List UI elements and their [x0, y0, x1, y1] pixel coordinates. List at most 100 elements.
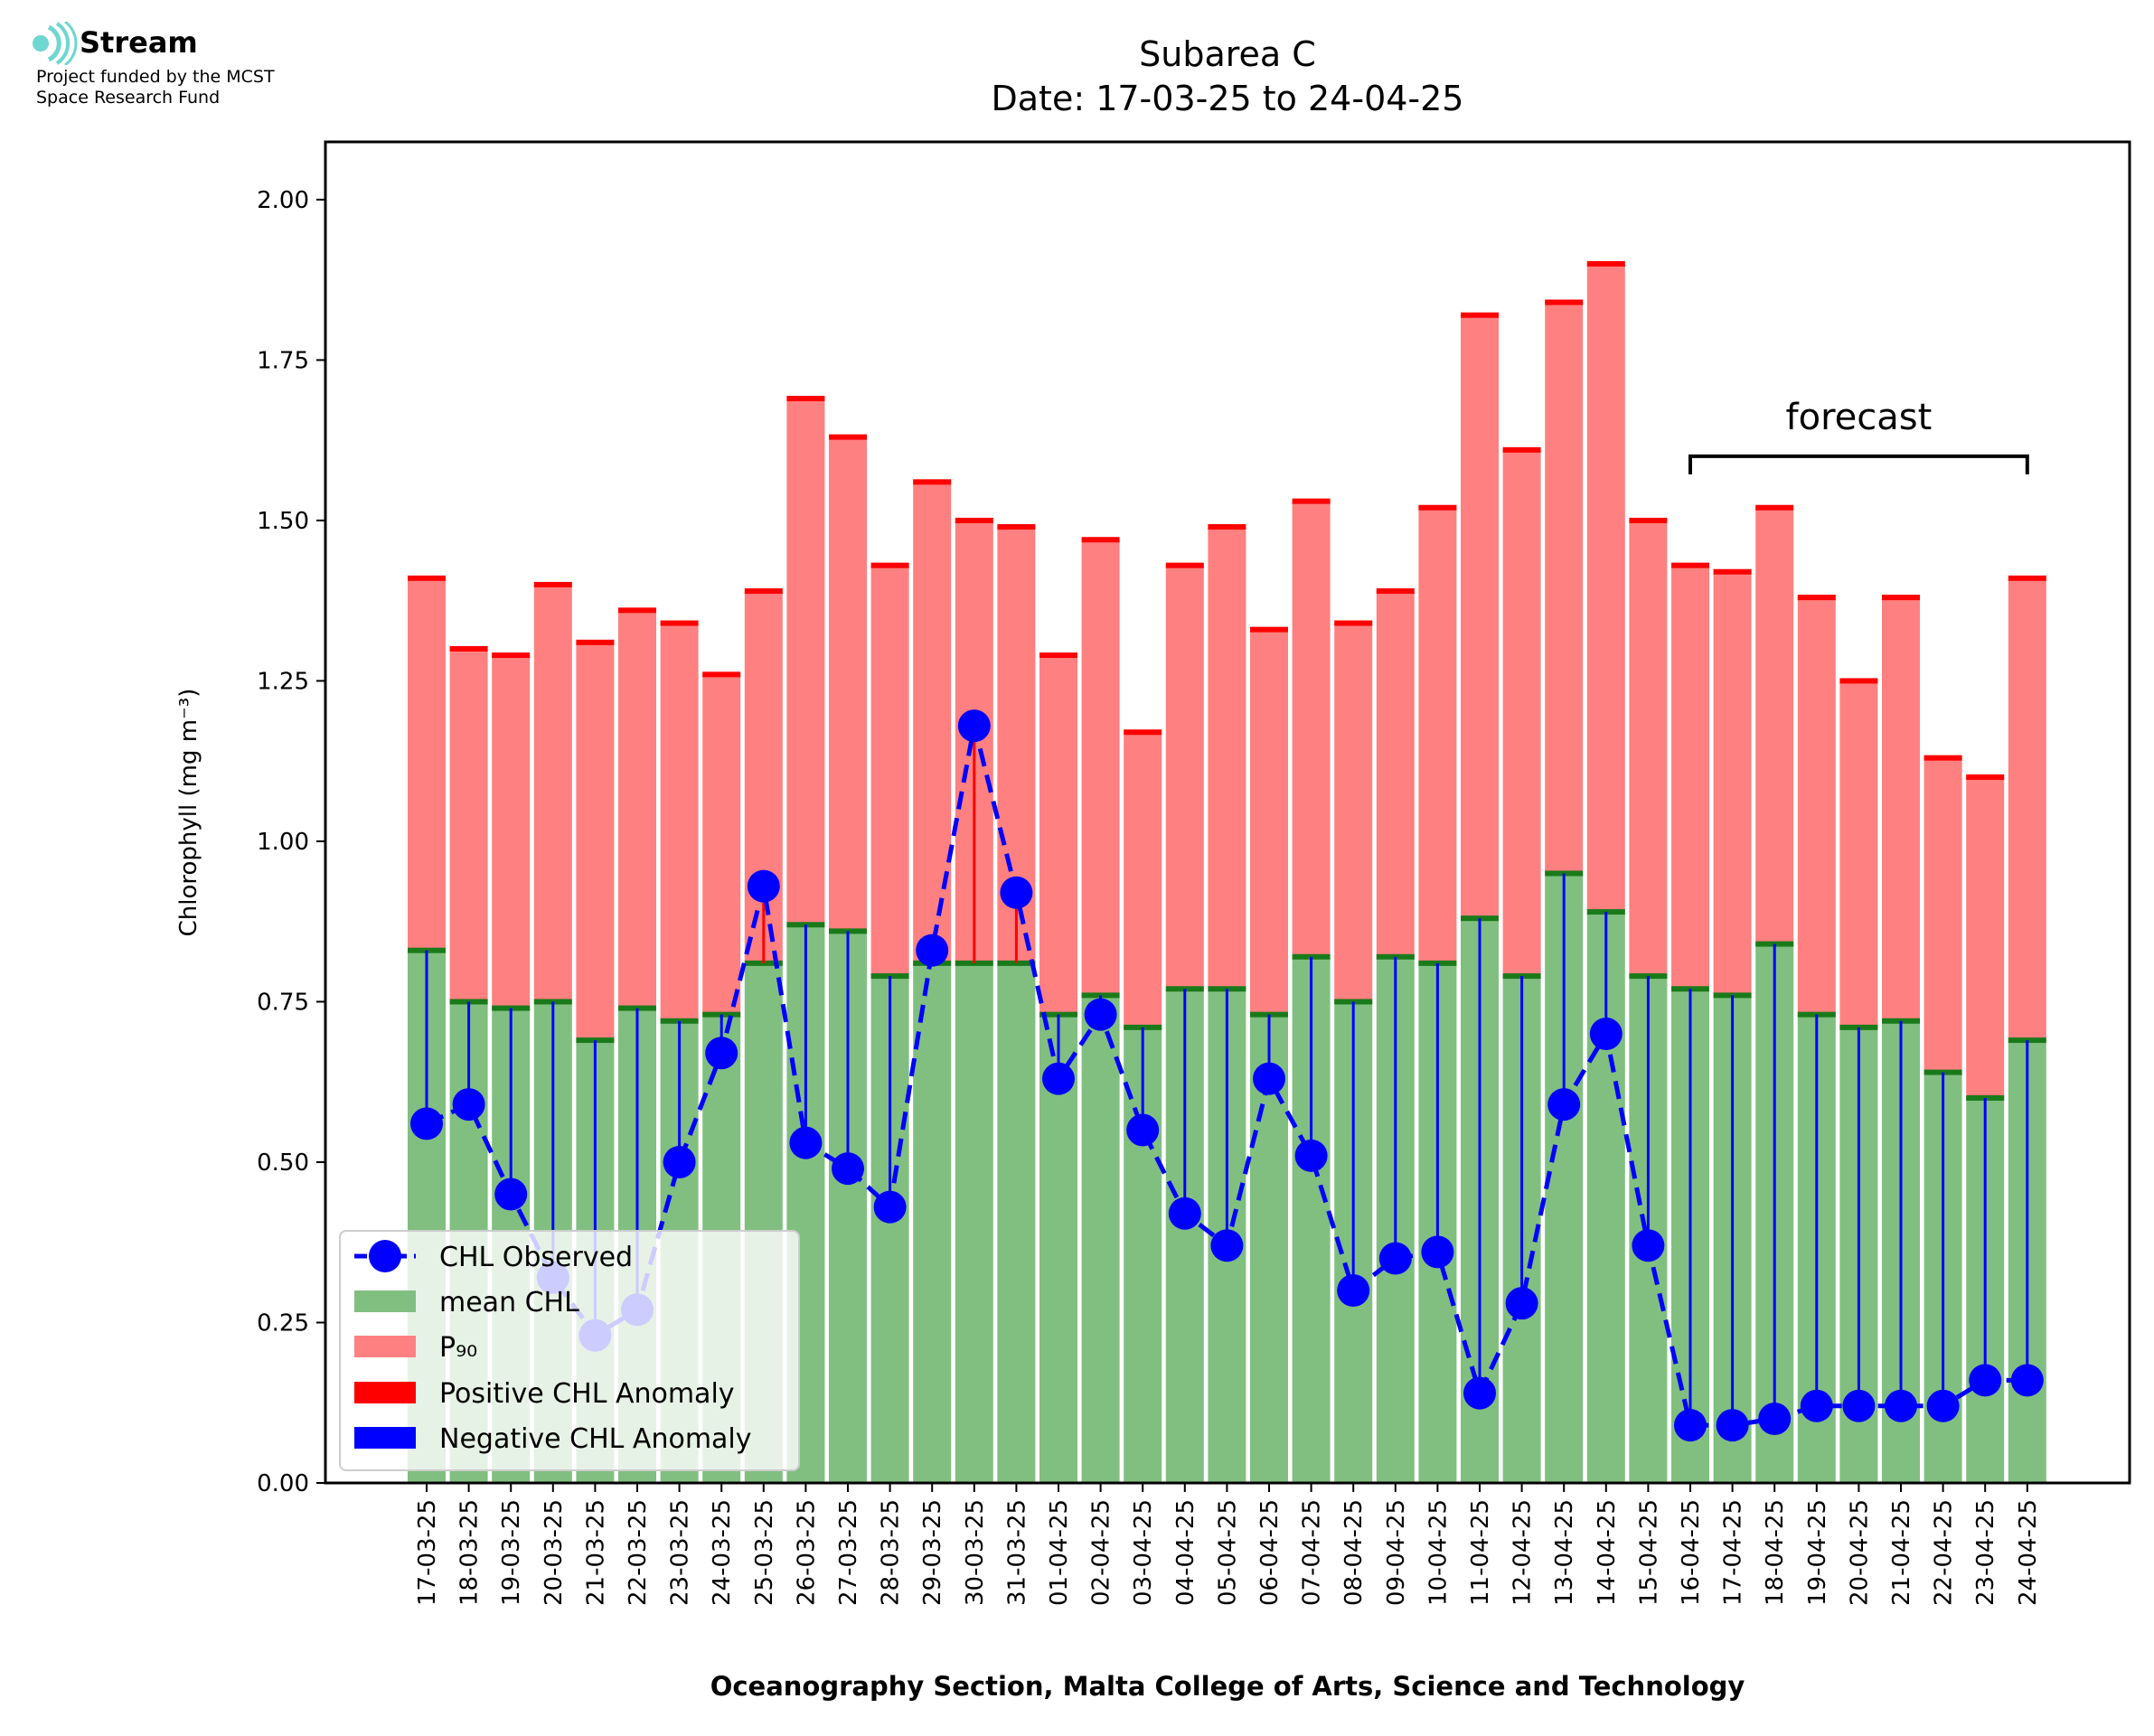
forecast-bracket	[1688, 454, 2029, 474]
y-tick-label: 1.25	[257, 668, 309, 695]
p90-cap	[1250, 626, 1288, 633]
legend-label: P₉₀	[439, 1332, 477, 1364]
x-tick-label: 13-04-25	[1551, 1499, 1578, 1606]
x-tick-label: 20-03-25	[541, 1499, 568, 1606]
x-tick-label: 23-04-25	[1972, 1499, 1999, 1606]
p90-cap	[660, 620, 699, 626]
observed-point	[1716, 1409, 1749, 1442]
p90-cap	[702, 671, 741, 678]
p90-cap	[618, 607, 656, 614]
p90-cap	[1165, 562, 1204, 568]
observed-point	[2010, 1364, 2044, 1397]
p90-bar	[576, 642, 615, 1041]
p90-cap	[1461, 312, 1499, 318]
observed-point	[1505, 1287, 1538, 1320]
observed-point	[1926, 1389, 1960, 1422]
x-tick-label: 11-04-25	[1467, 1499, 1494, 1606]
p90-cap	[913, 479, 952, 485]
x-tick-label: 17-03-25	[414, 1499, 441, 1606]
x-tick-label: 03-04-25	[1130, 1499, 1157, 1606]
observed-point	[1337, 1273, 1370, 1307]
y-tick-label: 0.25	[257, 1309, 309, 1337]
x-tick-label: 08-04-25	[1340, 1499, 1368, 1606]
legend-p90-swatch	[354, 1336, 416, 1357]
x-axis-label: Oceanography Section, Malta College of A…	[710, 1671, 1745, 1702]
x-tick-label: 04-04-25	[1172, 1499, 1199, 1606]
observed-point	[1632, 1229, 1665, 1262]
y-axis-label: Chlorophyll (mg m⁻³)	[175, 689, 202, 937]
observed-point	[1800, 1389, 1833, 1422]
p90-bar	[913, 482, 952, 963]
observed-point	[1589, 1017, 1623, 1050]
legend-label: Negative CHL Anomaly	[439, 1423, 752, 1455]
p90-bar	[1124, 732, 1162, 1028]
p90-cap	[1418, 504, 1457, 511]
forecast-label: forecast	[1786, 397, 1933, 438]
observed-point	[1000, 876, 1033, 909]
observed-point	[1463, 1376, 1496, 1410]
stream-logo: Stream Project funded by the MCST Space …	[33, 20, 275, 108]
p90-cap	[829, 434, 867, 440]
p90-cap	[744, 588, 783, 595]
y-tick-label: 1.00	[257, 829, 309, 856]
x-tick-label: 18-04-25	[1762, 1499, 1789, 1606]
p90-bar	[408, 577, 446, 951]
p90-cap	[1545, 299, 1584, 305]
observed-point	[1042, 1062, 1075, 1095]
x-tick-label: 19-04-25	[1804, 1499, 1831, 1606]
observed-point	[1885, 1389, 1917, 1422]
p90-cap	[2008, 575, 2046, 581]
p90-bar	[1671, 565, 1709, 990]
chart-subtitle: Date: 17-03-25 to 24-04-25	[992, 79, 1464, 118]
observed-point	[452, 1088, 485, 1121]
p90-cap	[1081, 537, 1120, 543]
observed-point	[1758, 1402, 1792, 1435]
mean-bar	[997, 962, 1036, 1483]
p90-bar	[1966, 776, 2005, 1098]
x-tick-label: 23-03-25	[667, 1499, 694, 1606]
logo-funding-line-2: Space Research Fund	[36, 88, 221, 108]
p90-cap	[576, 639, 615, 645]
legend-negative-swatch	[354, 1427, 416, 1449]
observed-point	[1084, 998, 1117, 1031]
p90-cap	[1376, 588, 1415, 595]
legend-mean-swatch	[354, 1290, 416, 1312]
p90-bar	[1882, 597, 1920, 1021]
x-tick-label: 16-04-25	[1678, 1499, 1705, 1606]
logo-name: Stream	[80, 25, 198, 60]
x-tick-label: 07-04-25	[1299, 1499, 1326, 1606]
p90-bar	[1250, 629, 1288, 1015]
p90-bar	[1461, 314, 1499, 919]
p90-cap	[1629, 517, 1668, 523]
x-tick-label: 10-04-25	[1425, 1499, 1452, 1606]
p90-cap	[1671, 562, 1709, 568]
observed-point	[1210, 1229, 1244, 1262]
p90-cap	[1208, 524, 1246, 530]
x-tick-label: 27-03-25	[835, 1499, 862, 1606]
p90-cap	[533, 581, 572, 587]
observed-point	[705, 1037, 738, 1070]
x-tick-label: 25-03-25	[751, 1499, 778, 1606]
observed-point	[873, 1190, 907, 1224]
observed-point	[1842, 1389, 1876, 1422]
observed-point	[957, 709, 991, 743]
x-tick-label: 22-03-25	[625, 1499, 652, 1606]
p90-bar	[1334, 623, 1373, 1002]
x-tick-label: 18-03-25	[456, 1499, 484, 1606]
p90-bar	[2008, 577, 2046, 1041]
p90-bar	[1376, 591, 1415, 957]
observed-point	[1674, 1409, 1707, 1442]
y-tick-label: 1.75	[257, 347, 309, 374]
y-tick-label: 0.50	[257, 1150, 309, 1177]
p90-bar	[1755, 507, 1794, 944]
p90-cap	[1755, 504, 1794, 511]
p90-bar	[492, 655, 531, 1009]
observed-point	[1294, 1139, 1328, 1172]
x-tick-label: 09-04-25	[1383, 1499, 1410, 1606]
x-tick-label: 31-03-25	[1003, 1499, 1030, 1606]
y-tick-label: 0.75	[257, 989, 309, 1016]
observed-point	[1421, 1235, 1454, 1269]
p90-bar	[829, 436, 867, 932]
legend-point-swatch	[369, 1240, 401, 1272]
x-tick-label: 06-04-25	[1256, 1499, 1284, 1606]
